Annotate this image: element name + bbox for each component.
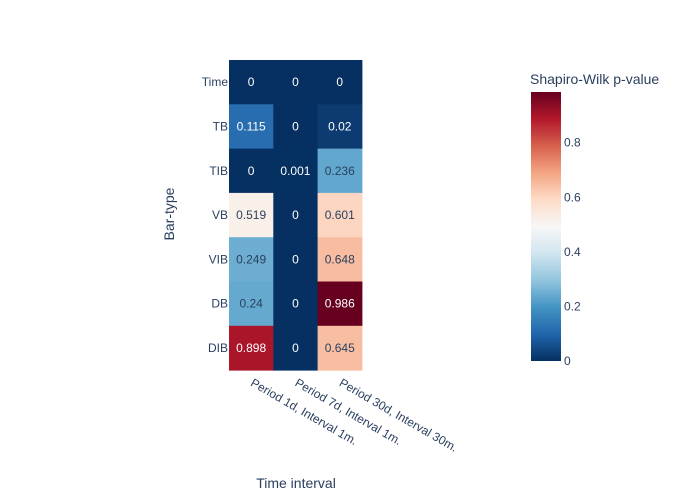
heatmap-cell: [229, 281, 274, 327]
cell-value-label: 0: [248, 164, 255, 178]
cell-value-label: 0: [292, 297, 299, 311]
y-axis-ticks: Time TB TIB VB VIB DB DIB: [202, 75, 229, 355]
heatmap-cell: [229, 60, 274, 105]
y-tick-label: VB: [212, 208, 228, 222]
cell-value-label: 0.24: [239, 297, 263, 311]
cell-value-label: 0.645: [325, 341, 355, 355]
colorbar-title: Shapiro-Wilk p-value: [530, 71, 659, 87]
cell-value-label: 0: [292, 119, 299, 133]
heatmap-cell: [273, 325, 319, 371]
colorbar-tick-label: 0.6: [564, 190, 581, 204]
heatmap-cell: [273, 148, 319, 194]
colorbar-tick-label: 0.2: [564, 299, 581, 313]
colorbar-tick-label: 0.4: [564, 245, 581, 259]
heatmap-cell: [317, 325, 363, 371]
cell-value-label: 0.115: [237, 119, 266, 133]
heatmap-cell: [317, 104, 363, 150]
x-axis-title: Time interval: [256, 475, 336, 491]
y-axis-title: Bar-type: [161, 187, 177, 240]
y-tick-label: VIB: [209, 252, 228, 266]
cell-value-label: 0: [336, 75, 343, 89]
heatmap-cell: [229, 192, 274, 238]
heatmap-cell: [273, 237, 319, 282]
heatmap-cell: [229, 237, 274, 282]
y-tick-label: TIB: [209, 164, 228, 178]
cell-value-label: 0.519: [236, 208, 266, 222]
cell-value-label: 0: [248, 75, 255, 89]
cell-value-label: 0: [292, 341, 299, 355]
cell-value-label: 0.236: [325, 164, 355, 178]
heatmap-cell-labels: 0 0 0 0.115 0 0.02 0 0.001 0.236 0.519 0 0.601 0.249…: [236, 75, 355, 355]
colorbar-ticks: 0 0.2 0.4 0.6 0.8: [564, 136, 581, 368]
x-axis-ticks: Period 1d, Interval 1m.Period 7d, Interv…: [248, 376, 460, 455]
heatmap-cell: [317, 237, 363, 282]
heatmap-cell: [229, 104, 274, 150]
heatmap-cell: [229, 148, 274, 194]
cell-value-label: 0.001: [280, 164, 310, 178]
cell-value-label: 0.986: [325, 297, 355, 311]
heatmap-cell: [273, 192, 319, 238]
cell-value-label: 0.249: [236, 252, 266, 266]
colorbar: Shapiro-Wilk p-value 0 0.2 0.4 0.6 0.8: [530, 71, 659, 368]
y-tick-label: DB: [211, 297, 228, 311]
heatmap-cell: [317, 192, 363, 238]
heatmap-cell: [273, 60, 319, 105]
heatmap-cell: [317, 281, 363, 327]
cell-value-label: 0.898: [236, 341, 266, 355]
heatmap-cell: [273, 104, 319, 150]
y-tick-label: Time: [202, 75, 229, 89]
colorbar-tick-label: 0: [564, 354, 571, 368]
heatmap-cell: [317, 60, 363, 105]
heatmap-cell: [317, 148, 363, 194]
colorbar-gradient: [531, 92, 561, 361]
y-tick-label: TB: [213, 119, 228, 133]
cell-value-label: 0.601: [325, 208, 355, 222]
y-tick-label: DIB: [208, 341, 228, 355]
cell-value-label: 0: [292, 252, 299, 266]
cell-value-label: 0.648: [325, 252, 355, 266]
heatmap-cells: [229, 60, 363, 371]
cell-value-label: 0: [292, 75, 299, 89]
cell-value-label: 0.02: [328, 119, 352, 133]
cell-value-label: 0: [292, 208, 299, 222]
heatmap-cell: [273, 281, 319, 327]
colorbar-tick-label: 0.8: [564, 136, 581, 150]
heatmap-cell: [229, 325, 274, 371]
